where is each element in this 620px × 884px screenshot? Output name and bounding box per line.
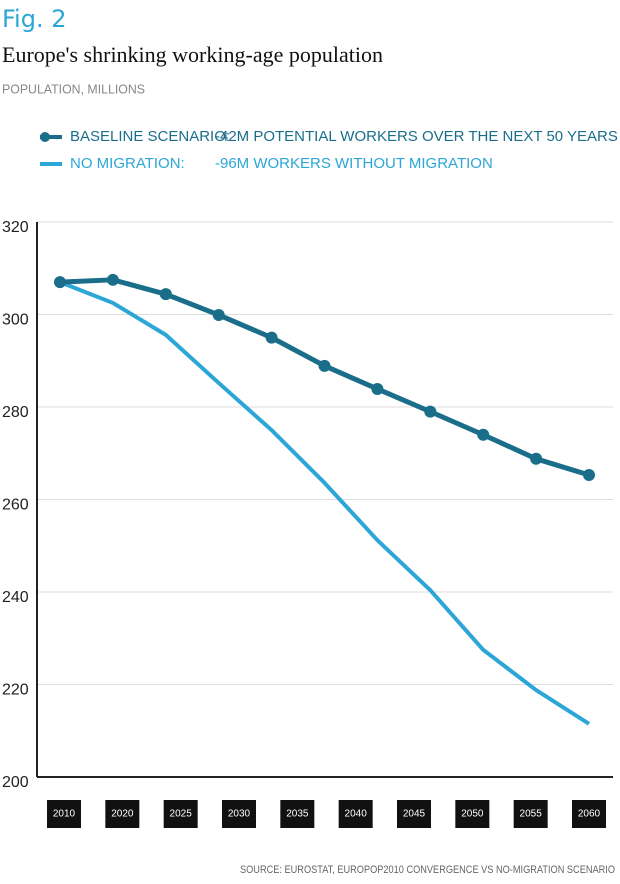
legend-marker <box>40 132 50 142</box>
figure-label: Fig. 2 <box>2 5 67 33</box>
y-tick-label: 240 <box>2 589 29 606</box>
series-line <box>59 277 590 478</box>
x-tick-label: 2010 <box>53 809 76 820</box>
x-tick-label: 2030 <box>228 809 251 820</box>
x-tick-box <box>572 800 606 828</box>
x-tick-label: 2020 <box>111 809 134 820</box>
data-point <box>583 468 595 481</box>
series-line <box>59 280 591 726</box>
x-tick-label: 2040 <box>345 809 368 820</box>
data-point <box>424 405 437 418</box>
x-tick-label: 2045 <box>403 809 426 820</box>
chart-subtitle: POPULATION, MILLIONS <box>2 81 145 96</box>
x-tick-box <box>280 800 315 828</box>
x-tick-box <box>513 800 548 828</box>
legend-label: BASELINE SCENARIO: <box>70 128 230 145</box>
x-tick-box <box>455 800 490 828</box>
data-point <box>477 428 490 441</box>
x-tick-box <box>222 800 256 828</box>
data-point <box>318 359 331 372</box>
data-point <box>212 308 225 321</box>
data-point <box>54 276 66 289</box>
chart-title: Europe's shrinking working-age populatio… <box>2 42 383 67</box>
x-tick-box <box>338 800 373 828</box>
x-tick-label: 2050 <box>461 809 484 820</box>
x-tick-label: 2025 <box>170 809 193 820</box>
y-tick-label: 280 <box>2 404 29 421</box>
y-tick-label: 260 <box>2 497 29 514</box>
legend-description: -42M POTENTIAL WORKERS OVER THE NEXT 50 … <box>215 128 618 145</box>
y-tick-label: 300 <box>2 312 29 329</box>
x-tick-box <box>397 800 431 828</box>
x-tick-box <box>105 800 140 828</box>
data-point <box>106 273 119 286</box>
legend-description: -96M WORKERS WITHOUT MIGRATION <box>215 155 493 172</box>
legend-label: NO MIGRATION: <box>70 155 185 172</box>
x-tick-label: 2035 <box>286 809 309 820</box>
source: SOURCE: EUROSTAT, EUROPOP2010 CONVERGENC… <box>240 864 615 876</box>
data-point <box>530 452 543 465</box>
y-tick-label: 320 <box>2 219 29 236</box>
x-tick-box <box>47 800 81 828</box>
y-tick-label: 220 <box>2 682 29 699</box>
data-point <box>159 288 172 301</box>
data-point <box>265 331 278 344</box>
data-point <box>371 382 384 395</box>
y-tick-label: 200 <box>2 774 29 791</box>
x-tick-label: 2055 <box>520 809 543 820</box>
x-tick-label: 2060 <box>578 809 601 820</box>
x-tick-box <box>163 800 198 828</box>
